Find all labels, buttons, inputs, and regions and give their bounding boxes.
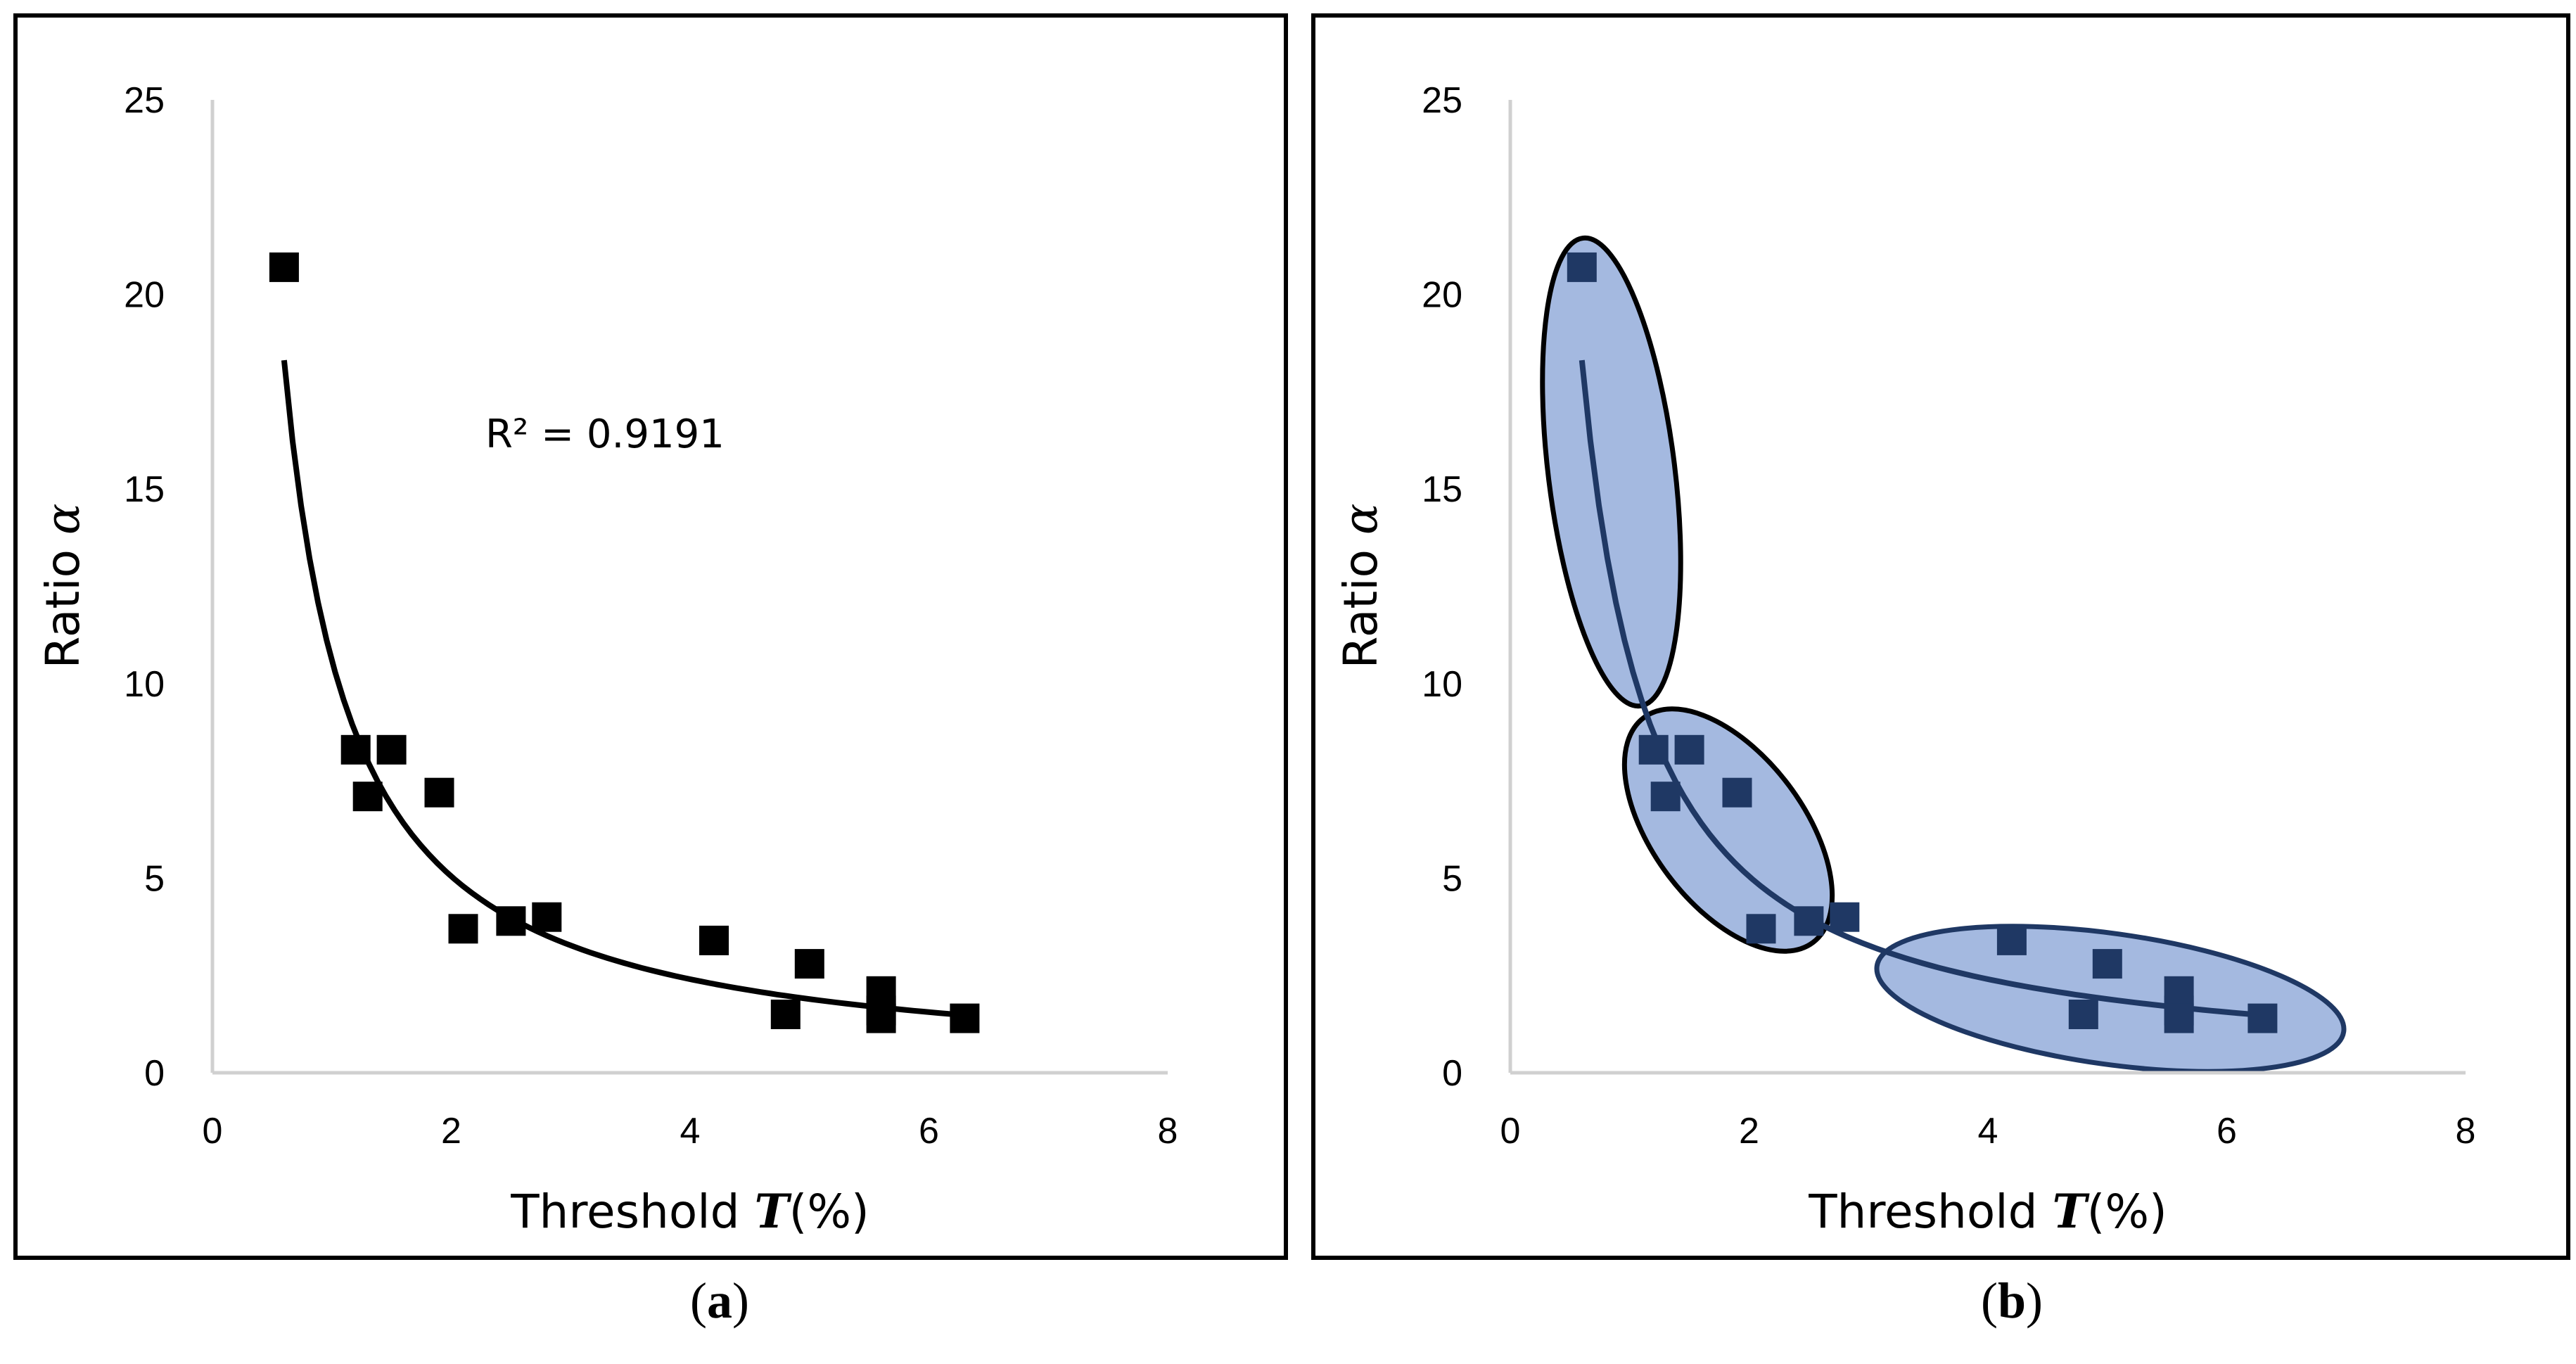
caption-open: ( (690, 1273, 707, 1329)
y-tick-label: 20 (124, 275, 165, 316)
data-point (424, 777, 454, 808)
x-tick-label: 4 (680, 1111, 701, 1152)
caption-close: ) (732, 1273, 749, 1329)
data-point (794, 949, 824, 979)
caption-letter: a (707, 1273, 732, 1329)
data-point (340, 734, 371, 765)
x-axis-label-var: T (754, 1184, 792, 1239)
data-point (699, 925, 729, 955)
caption-a: (a) (614, 1272, 825, 1349)
y-tick-label: 5 (1442, 858, 1462, 899)
x-tick-label: 0 (203, 1111, 223, 1152)
y-ticks-a: 0 5 10 15 20 25 (124, 80, 165, 1094)
y-tick-label: 10 (124, 664, 165, 705)
caption-close: ) (2026, 1273, 2043, 1329)
y-tick-label: 15 (124, 469, 165, 510)
axes-b (1508, 100, 2466, 1075)
x-tick-label: 4 (1978, 1111, 1998, 1152)
trendline-b (1579, 359, 2263, 1019)
chart-b: 0 5 10 15 20 25 0 2 4 6 8 Threshold T(%) Ratio α (1334, 80, 2475, 1239)
data-point (2164, 1003, 2194, 1033)
points-b (1567, 252, 2278, 1033)
data-point (1650, 782, 1681, 812)
data-point (1567, 252, 1597, 282)
x-axis-label-suffix: (%) (789, 1185, 869, 1239)
x-tick-label: 6 (919, 1111, 939, 1152)
points-a (269, 252, 980, 1033)
x-axis-label-a: Threshold T(%) (510, 1184, 869, 1239)
x-ticks-a: 0 2 4 6 8 (203, 1111, 1178, 1152)
chart-panel-a (13, 13, 1288, 1260)
y-axis-label-var: α (1334, 503, 1388, 535)
data-point (352, 782, 383, 812)
caption-open: ( (1980, 1273, 1998, 1329)
data-point (448, 914, 478, 944)
r-squared-label: R² = 0.9191 (485, 412, 725, 457)
x-axis-label-prefix: Threshold (510, 1185, 754, 1239)
y-tick-label: 15 (1422, 469, 1462, 510)
y-axis-label-b: Ratio α (1334, 503, 1388, 668)
x-axis-label-suffix: (%) (2087, 1185, 2167, 1239)
data-point (1794, 906, 1824, 936)
x-tick-label: 6 (2217, 1111, 2237, 1152)
x-axis-label-var: T (2052, 1184, 2090, 1239)
y-tick-label: 0 (144, 1053, 165, 1094)
chart-a: 0 5 10 15 20 25 0 2 4 6 8 R² = 0.9191 Threshold T… (36, 80, 1178, 1239)
axes-a (210, 100, 1168, 1075)
data-point (496, 906, 526, 936)
trendline-a (281, 359, 965, 1019)
cluster-ellipse-2 (1621, 706, 1835, 954)
x-tick-label: 2 (441, 1111, 461, 1152)
data-point (1674, 734, 1704, 765)
y-tick-label: 25 (1422, 80, 1462, 121)
y-tick-label: 25 (124, 80, 165, 121)
data-point (1722, 777, 1752, 808)
data-point (376, 734, 407, 765)
x-tick-label: 8 (2456, 1111, 2476, 1152)
data-point (2068, 1000, 2098, 1029)
data-point (2092, 949, 2122, 979)
data-point (866, 1003, 896, 1033)
data-point (1996, 925, 2027, 955)
y-axis-label-a: Ratio α (36, 503, 90, 668)
data-point (950, 1003, 980, 1033)
data-point (1638, 734, 1669, 765)
y-axis-label-prefix: Ratio (36, 535, 90, 668)
y-ticks-b: 0 5 10 15 20 25 (1422, 80, 1462, 1094)
caption-letter: b (1997, 1273, 2027, 1329)
clusters-b (1540, 235, 2347, 1074)
y-tick-label: 5 (144, 858, 165, 899)
y-tick-label: 20 (1422, 275, 1462, 316)
y-axis-label-var: α (36, 503, 90, 535)
chart-panel-b (1311, 13, 2570, 1260)
data-point (532, 902, 562, 932)
data-point (269, 252, 299, 282)
y-tick-label: 10 (1422, 664, 1462, 705)
data-point (770, 1000, 801, 1029)
x-tick-label: 8 (1158, 1111, 1178, 1152)
y-axis-label-prefix: Ratio (1334, 535, 1388, 668)
x-axis-label-b: Threshold T(%) (1808, 1184, 2167, 1239)
x-ticks-b: 0 2 4 6 8 (1500, 1111, 2476, 1152)
x-tick-label: 2 (1739, 1111, 1759, 1152)
caption-b: (b) (1906, 1272, 2117, 1349)
data-point (1746, 914, 1776, 944)
data-point (1830, 902, 1860, 932)
x-tick-label: 0 (1500, 1111, 1521, 1152)
cluster-ellipse-1 (1540, 235, 1683, 709)
x-axis-label-prefix: Threshold (1808, 1185, 2052, 1239)
y-tick-label: 0 (1442, 1053, 1462, 1094)
data-point (2247, 1003, 2278, 1033)
